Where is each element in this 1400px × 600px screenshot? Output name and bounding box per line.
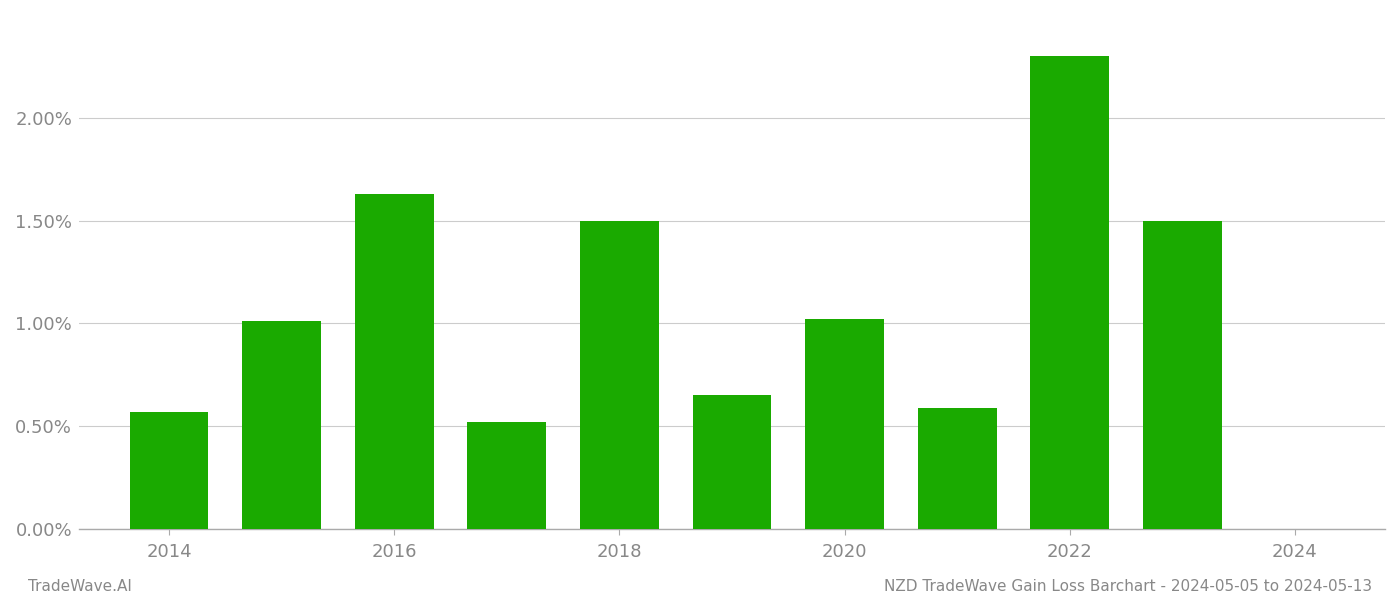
Bar bbox=[354, 194, 434, 529]
Bar bbox=[918, 408, 997, 529]
Bar bbox=[242, 322, 321, 529]
Text: TradeWave.AI: TradeWave.AI bbox=[28, 579, 132, 594]
Bar bbox=[805, 319, 883, 529]
Bar bbox=[1030, 56, 1109, 529]
Bar bbox=[468, 422, 546, 529]
Bar bbox=[693, 395, 771, 529]
Bar bbox=[130, 412, 209, 529]
Bar bbox=[580, 221, 659, 529]
Text: NZD TradeWave Gain Loss Barchart - 2024-05-05 to 2024-05-13: NZD TradeWave Gain Loss Barchart - 2024-… bbox=[883, 579, 1372, 594]
Bar bbox=[1142, 221, 1222, 529]
